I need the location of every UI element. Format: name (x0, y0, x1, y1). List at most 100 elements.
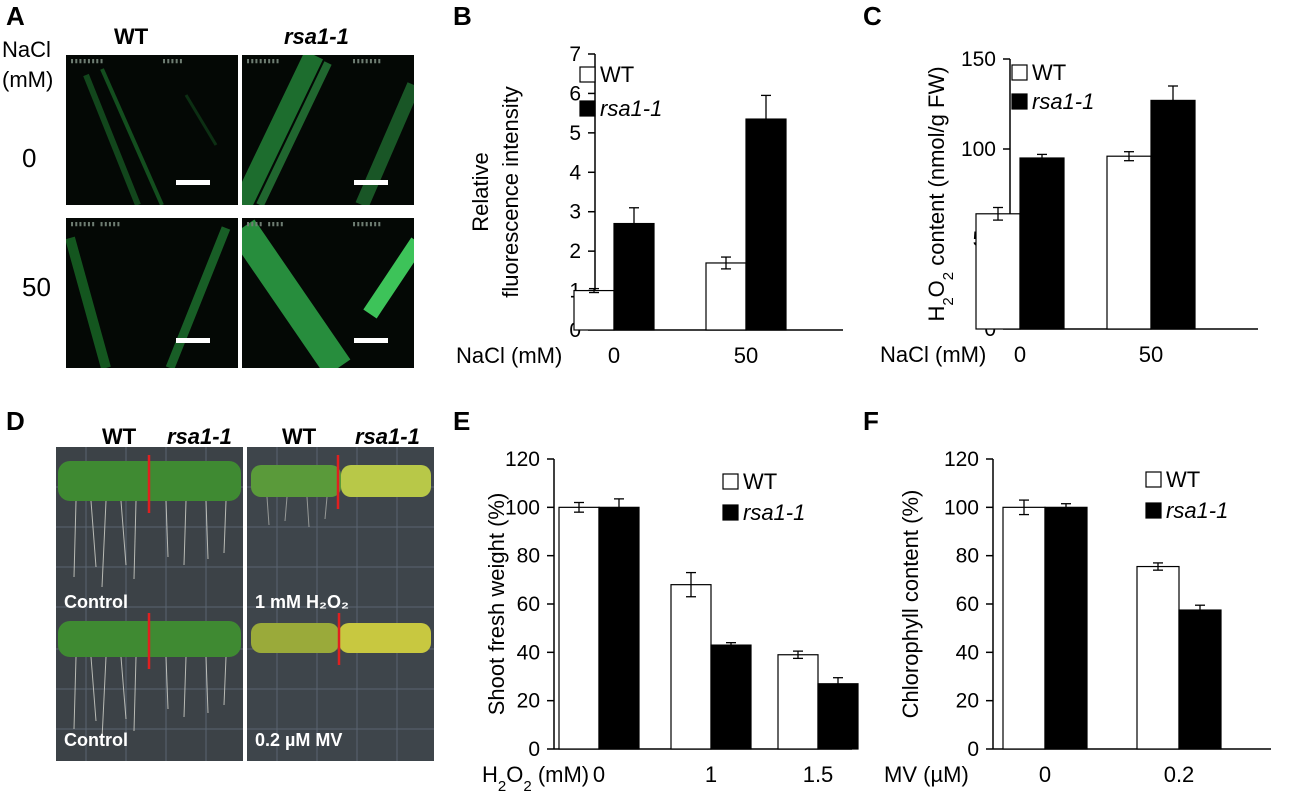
chart-b-ytick-label: 7 (569, 43, 581, 66)
chart-e-ytick-label: 40 (517, 641, 540, 664)
chart-b-ytick-label: 4 (569, 161, 581, 184)
chart-b-legend-label-rsa1: rsa1-1 (600, 96, 662, 121)
panel-a-row-header-line1: NaCl (2, 37, 51, 62)
plate-label-h2o2: 1 mM H₂O₂ (255, 592, 350, 612)
panel-d-header-wt-right: WT (282, 424, 317, 449)
chart-c-ytick-label: 150 (961, 48, 996, 71)
scale-bar (354, 338, 388, 343)
chart-b-bar-rsa1-50 (745, 118, 787, 331)
chart-c-legend-swatch-rsa1 (1011, 93, 1028, 110)
chart-f-bar-wt-0 (1002, 506, 1046, 750)
chart-c-legend-label-rsa1: rsa1-1 (1032, 89, 1094, 114)
chart-f-letter: F (863, 406, 879, 436)
chart-b-y-axis-title: Relative (468, 152, 493, 231)
chart-f-legend-label-rsa1: rsa1-1 (1166, 498, 1228, 523)
chart-f-bar-rsa1-0 (1044, 506, 1088, 750)
chart-f-bar-wt-0.2 (1136, 565, 1180, 750)
chart-b-bar-wt-50 (705, 262, 747, 331)
chart-f-category-label: 0 (1039, 762, 1051, 787)
chart-e-bar-rsa1-0 (598, 506, 640, 750)
chart-f-y-axis-title: Chlorophyll content (%) (898, 490, 923, 719)
plate-label-control-top: Control (64, 592, 128, 612)
micrograph-wt-50: ▮▮▮▮▮▮ ▮▮▮▮▮ (66, 218, 238, 368)
chart-e-legend-label-rsa1: rsa1-1 (743, 500, 805, 525)
chart-e-bar-wt-0 (558, 506, 600, 750)
chart-f-ytick-label: 120 (944, 448, 979, 471)
chart-f-ytick-label: 20 (956, 690, 979, 713)
chart-e-category-label: 0 (593, 762, 605, 787)
chart-e-ytick-label: 0 (528, 738, 540, 761)
panel-a-row-label-0: 0 (22, 143, 37, 173)
chart-b-ytick-label: 6 (569, 82, 581, 105)
chart-b-letter: B (453, 1, 472, 31)
chart-f-ytick-label: 40 (956, 641, 979, 664)
chart-c-y-axis-title: H2O2 content (nmol/g FW) (924, 66, 957, 321)
chart-c-ytick-label: 100 (961, 138, 996, 161)
chart-e-ytick-label: 100 (505, 496, 540, 519)
panel-a-header-wt: WT (114, 24, 149, 49)
chart-e-bar-wt-1.5 (777, 654, 819, 750)
chart-c-legend-swatch-wt (1011, 64, 1028, 81)
chart-f-x-axis-title: MV (µM) (884, 762, 969, 787)
chart-b-x-axis-title: NaCl (mM) (456, 343, 562, 368)
panel-a-row-label-50: 50 (22, 272, 51, 302)
chart-c-category-label: 0 (1014, 342, 1026, 367)
chart-e-y-axis-title: Shoot fresh weight (%) (484, 493, 509, 716)
plate-control-top: Control (56, 447, 243, 623)
chart-b-legend-swatch-wt (579, 66, 596, 83)
chart-e-ytick-label: 60 (517, 593, 540, 616)
chart-e-x-axis-title: H2O2 (mM) (482, 762, 589, 795)
scale-bar (354, 180, 388, 185)
chart-c-x-axis-title: NaCl (mM) (880, 342, 986, 367)
chart-b-category-label: 0 (608, 343, 620, 368)
chart-b-category-label: 50 (734, 343, 758, 368)
chart-e-legend-label-wt: WT (743, 469, 777, 494)
chart-e-bar-rsa1-1.5 (817, 683, 859, 750)
plate-h2o2: 1 mM H₂O₂ (247, 447, 434, 623)
chart-e-category-label: 1 (705, 762, 717, 787)
chart-e-legend-swatch-wt (722, 473, 739, 490)
chart-b-bar-wt-0 (573, 289, 615, 331)
micrograph-wt-0: ▮▮▮▮▮▮▮▮ ▮▮▮▮▮ (66, 55, 238, 205)
chart-c-bar-wt-0 (975, 213, 1021, 330)
chart-e-ytick-label: 20 (517, 690, 540, 713)
plate-control-bottom: Control (56, 609, 243, 761)
chart-b: 01234567050NaCl (mM)Relativefluorescence… (456, 43, 843, 368)
panel-a-row-header-line2: (mM) (2, 67, 54, 92)
chart-b-legend-swatch-rsa1 (579, 100, 596, 117)
scale-bar (176, 338, 210, 343)
chart-e-bar-rsa1-1 (710, 644, 752, 750)
plate-label-control-bottom: Control (64, 730, 128, 750)
chart-f-legend-swatch-rsa1 (1145, 502, 1162, 519)
panel-letter-d: D (6, 406, 25, 436)
chart-b-ytick-label: 2 (569, 240, 581, 263)
chart-e-category-label: 1.5 (803, 762, 834, 787)
chart-c-letter: C (863, 1, 882, 31)
chart-e: 0 20 40 60 80 100 120 0 1 1.5 H2O2 (mM) Shoot fresh… (482, 448, 859, 795)
chart-c-bar-rsa1-50 (1150, 99, 1196, 330)
chart-b-ytick-label: 5 (569, 122, 581, 145)
chart-f-ytick-label: 60 (956, 593, 979, 616)
chart-e-ytick-label: 80 (517, 545, 540, 568)
plate-label-mv: 0.2 µM MV (255, 730, 343, 750)
chart-f-legend-label-wt: WT (1166, 467, 1200, 492)
chart-c-category-label: 50 (1139, 342, 1163, 367)
micrograph-rsa1-0: ▮▮▮▮▮▮▮▮ ▮▮▮▮▮▮▮ (242, 55, 414, 205)
chart-c: 050100150050NaCl (mM)H2O2 content (nmol/… (880, 48, 1258, 367)
chart-e-bar-wt-1 (670, 584, 712, 750)
chart-f-category-label: 0.2 (1164, 762, 1195, 787)
micrograph-rsa1-50: ▮▮▮▮ ▮▮▮▮ ▮▮▮▮▮▮▮ (242, 218, 414, 368)
plate-mv: 0.2 µM MV (247, 609, 434, 761)
panel-a-header-rsa1: rsa1-1 (284, 24, 349, 49)
chart-b-legend-label-wt: WT (600, 62, 634, 87)
chart-f-legend-swatch-wt (1145, 471, 1162, 488)
scale-bar (176, 180, 210, 185)
chart-c-bar-rsa1-0 (1019, 157, 1065, 330)
chart-f-ytick-label: 80 (956, 545, 979, 568)
chart-b-y-axis-title: fluorescence intensity (498, 86, 523, 298)
panel-d-header-rsa1-right: rsa1-1 (355, 424, 420, 449)
chart-f-bar-rsa1-0.2 (1178, 609, 1222, 750)
chart-c-bar-wt-50 (1106, 155, 1152, 330)
chart-c-legend-label-wt: WT (1032, 60, 1066, 85)
chart-f-ytick-label: 100 (944, 496, 979, 519)
